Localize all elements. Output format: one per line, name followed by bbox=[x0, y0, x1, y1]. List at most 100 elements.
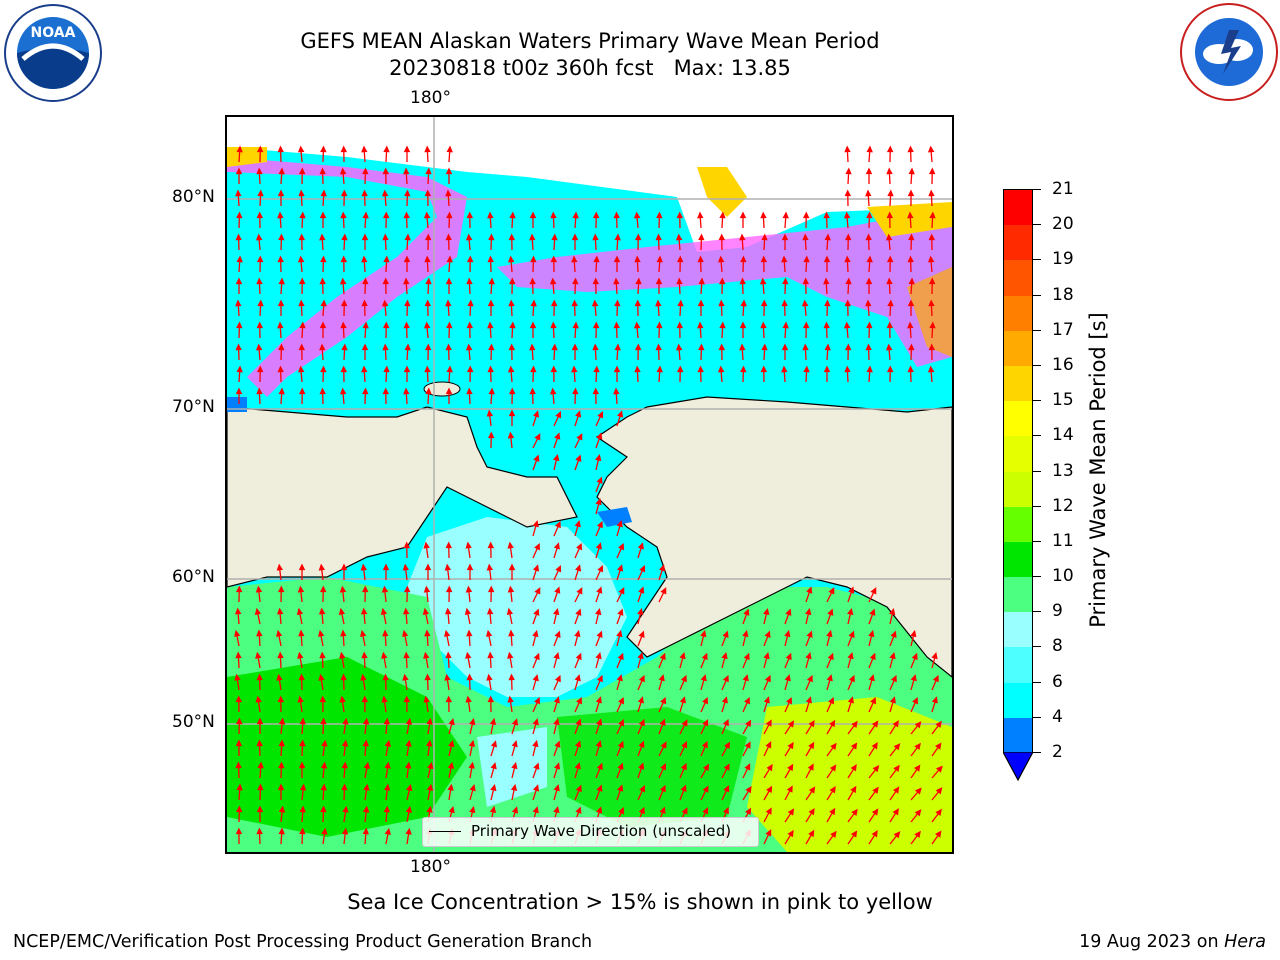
wave-arrow-head bbox=[890, 674, 897, 683]
bottom-lon-label: 180° bbox=[410, 857, 451, 877]
wave-arrow-head bbox=[278, 387, 285, 395]
wave-arrow-head bbox=[255, 695, 262, 703]
wave-arrow-head bbox=[865, 299, 872, 307]
wave-arrow-head bbox=[299, 211, 306, 219]
wave-arrow-head bbox=[532, 718, 539, 726]
colorbar-tick bbox=[1033, 681, 1041, 683]
wave-arrow-head bbox=[236, 365, 243, 373]
wave-arrow-head bbox=[423, 211, 431, 219]
wave-arrow-head bbox=[383, 805, 390, 813]
wave-arrow-head bbox=[320, 255, 327, 263]
colorbar-tick bbox=[1033, 435, 1041, 437]
wave-arrow-head bbox=[340, 321, 347, 329]
wave-arrow-head bbox=[469, 717, 476, 726]
wave-arrow-head bbox=[278, 805, 286, 813]
wave-arrow-head bbox=[718, 299, 725, 307]
wave-arrow-head bbox=[844, 233, 852, 241]
wave-arrow-head bbox=[739, 211, 747, 219]
wave-arrow-head bbox=[592, 321, 600, 329]
wave-arrow-head bbox=[870, 696, 876, 705]
wave-arrow-head bbox=[700, 674, 707, 682]
wave-arrow-head bbox=[360, 673, 367, 681]
legend-line-swatch bbox=[429, 831, 461, 832]
wave-arrow-head bbox=[616, 674, 623, 682]
wave-arrow-head bbox=[639, 785, 646, 793]
wave-arrow-head bbox=[448, 806, 455, 814]
wave-arrow-head bbox=[613, 365, 621, 373]
wave-arrow-head bbox=[596, 520, 603, 529]
wave-arrow-head bbox=[571, 299, 578, 307]
wave-arrow-head bbox=[595, 806, 603, 814]
wave-arrow-head bbox=[677, 299, 684, 307]
wave-arrow-head bbox=[445, 387, 453, 395]
wave-arrow-head bbox=[848, 674, 855, 683]
wave-arrow-head bbox=[235, 739, 243, 747]
colorbar-tick-label: 14 bbox=[1052, 425, 1074, 446]
wave-arrow-head bbox=[893, 743, 901, 751]
wave-arrow-head bbox=[739, 321, 747, 329]
wave-arrow-head bbox=[889, 652, 896, 660]
wave-arrow-head bbox=[362, 167, 369, 175]
wave-arrow-head bbox=[362, 805, 370, 813]
wave-arrow-head bbox=[865, 189, 872, 197]
wave-arrow-head bbox=[319, 167, 326, 175]
lat-label-60n: 60°N bbox=[172, 567, 215, 587]
wave-arrow-head bbox=[320, 189, 327, 197]
wave-arrow-head bbox=[320, 365, 327, 373]
wave-arrow-head bbox=[571, 343, 579, 351]
wave-arrow-head bbox=[787, 808, 795, 816]
wave-arrow-head bbox=[448, 718, 455, 726]
wave-arrow-head bbox=[613, 211, 620, 219]
wave-arrow-head bbox=[403, 651, 410, 659]
wave-arrow-head bbox=[681, 807, 688, 815]
wave-arrow-head bbox=[618, 696, 624, 705]
wave-arrow-head bbox=[403, 585, 411, 593]
wave-arrow-head bbox=[361, 365, 368, 373]
wave-arrow-head bbox=[278, 277, 285, 285]
wave-arrow-head bbox=[382, 673, 389, 681]
wave-arrow-head bbox=[660, 587, 667, 595]
wave-arrow-head bbox=[932, 674, 939, 683]
wave-arrow-head bbox=[362, 321, 369, 329]
wave-arrow-head bbox=[618, 587, 625, 595]
lat-label-50n: 50°N bbox=[172, 712, 215, 732]
wave-arrow-head bbox=[802, 211, 810, 219]
wave-arrow-head bbox=[277, 321, 284, 329]
wave-arrow-head bbox=[910, 629, 917, 638]
wave-arrow-head bbox=[934, 742, 942, 750]
wave-arrow-head bbox=[702, 807, 709, 815]
colorbar-band bbox=[1004, 647, 1032, 684]
wave-arrow-head bbox=[320, 805, 327, 813]
bering-light bbox=[407, 517, 627, 697]
wave-arrow-head bbox=[319, 695, 327, 703]
wave-arrow-head bbox=[445, 299, 452, 307]
wave-arrow-head bbox=[298, 277, 306, 285]
wave-arrow-head bbox=[236, 805, 243, 813]
wave-arrow-head bbox=[908, 233, 915, 241]
wave-arrow-head bbox=[571, 233, 579, 241]
wave-arrow-head bbox=[278, 827, 285, 835]
wave-arrow-head bbox=[890, 630, 897, 638]
wave-arrow-head bbox=[931, 652, 938, 660]
wave-arrow-head bbox=[616, 629, 623, 638]
wave-arrow-head bbox=[698, 233, 705, 241]
wave-arrow-head bbox=[617, 652, 624, 661]
wave-arrow-head bbox=[554, 586, 561, 594]
credit-date-text: 19 Aug 2023 on bbox=[1079, 932, 1219, 952]
wave-arrow-head bbox=[555, 565, 562, 573]
wave-arrow-head bbox=[595, 696, 602, 704]
wave-arrow-head bbox=[868, 629, 875, 638]
wave-arrow-head bbox=[721, 652, 728, 660]
wave-arrow-head bbox=[298, 629, 305, 637]
wave-arrow-head bbox=[298, 387, 306, 395]
wave-arrow-head bbox=[507, 651, 514, 659]
wave-arrow-head bbox=[554, 630, 561, 638]
wave-arrow-head bbox=[490, 783, 497, 792]
wave-arrow-head bbox=[701, 652, 708, 661]
wave-arrow-head bbox=[256, 321, 264, 329]
colorbar-tick bbox=[1033, 576, 1041, 578]
wave-arrow-head bbox=[572, 211, 579, 219]
wave-arrow-head bbox=[532, 629, 539, 638]
wave-arrow-head bbox=[297, 651, 304, 659]
wave-arrow-head bbox=[596, 762, 603, 771]
